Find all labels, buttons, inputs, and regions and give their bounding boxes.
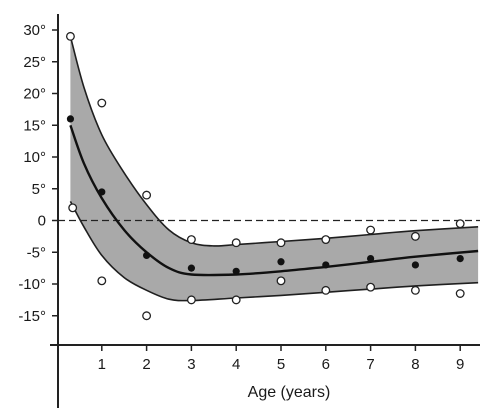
x-tick-label: 3 xyxy=(187,356,195,373)
data-points-layer xyxy=(65,31,465,321)
range-point xyxy=(142,311,152,321)
y-tick-label: 0 xyxy=(38,213,46,230)
range-point xyxy=(65,31,75,41)
range-point xyxy=(142,190,152,200)
mean-point xyxy=(322,261,330,269)
y-tick-label: 25° xyxy=(23,54,46,71)
x-tick-label: 9 xyxy=(456,356,464,373)
mean-point xyxy=(98,188,106,196)
x-tick-label: 1 xyxy=(98,356,106,373)
range-point xyxy=(366,225,376,235)
range-point xyxy=(410,231,420,241)
confidence-band-layer xyxy=(69,36,479,302)
x-tick-label: 8 xyxy=(411,356,419,373)
y-tick-label: -5° xyxy=(27,244,46,261)
y-tick-label: 5° xyxy=(32,181,46,198)
mean-point xyxy=(66,115,75,123)
range-point xyxy=(455,219,465,229)
x-tick-label: 6 xyxy=(322,356,330,373)
range-point xyxy=(321,285,331,295)
range-point xyxy=(97,98,107,108)
range-point xyxy=(231,295,241,305)
mean-point xyxy=(277,258,285,266)
y-tick-label: -10° xyxy=(18,276,46,293)
range-point xyxy=(231,238,241,248)
y-tick-label: -15° xyxy=(18,308,46,325)
mean-point xyxy=(456,255,464,263)
x-axis-title: Age (years) xyxy=(248,384,331,401)
x-tick-label: 4 xyxy=(232,356,240,373)
range-point xyxy=(276,238,286,248)
mean-point xyxy=(187,264,195,272)
x-tick-label: 2 xyxy=(142,356,150,373)
range-point xyxy=(321,235,331,244)
range-point xyxy=(366,282,376,292)
range-point xyxy=(186,235,196,244)
range-point xyxy=(276,276,286,286)
range-point xyxy=(68,203,78,213)
mean-point xyxy=(143,251,151,260)
x-tick-label: 5 xyxy=(277,356,285,373)
y-tick-label: 30° xyxy=(23,22,46,39)
band-upper-edge xyxy=(69,36,479,247)
range-point xyxy=(410,285,420,295)
y-tick-label: 15° xyxy=(23,117,46,134)
axes-layer xyxy=(50,14,480,408)
x-tick-labels: 1 2 3 4 5 6 7 8 9 xyxy=(98,356,465,373)
mean-point xyxy=(367,255,375,263)
x-tick-label: 7 xyxy=(366,356,374,373)
range-point xyxy=(186,295,196,305)
mean-point xyxy=(411,261,419,269)
y-tick-labels: 30° 25° 20° 15° 10° 5° 0 -5° -10° -15° xyxy=(18,22,46,325)
y-tick-label: 20° xyxy=(23,86,46,103)
y-tick-label: 10° xyxy=(23,149,46,166)
range-point xyxy=(97,276,107,286)
confidence-band xyxy=(70,36,479,301)
mean-point xyxy=(232,267,240,275)
range-point xyxy=(455,289,465,298)
